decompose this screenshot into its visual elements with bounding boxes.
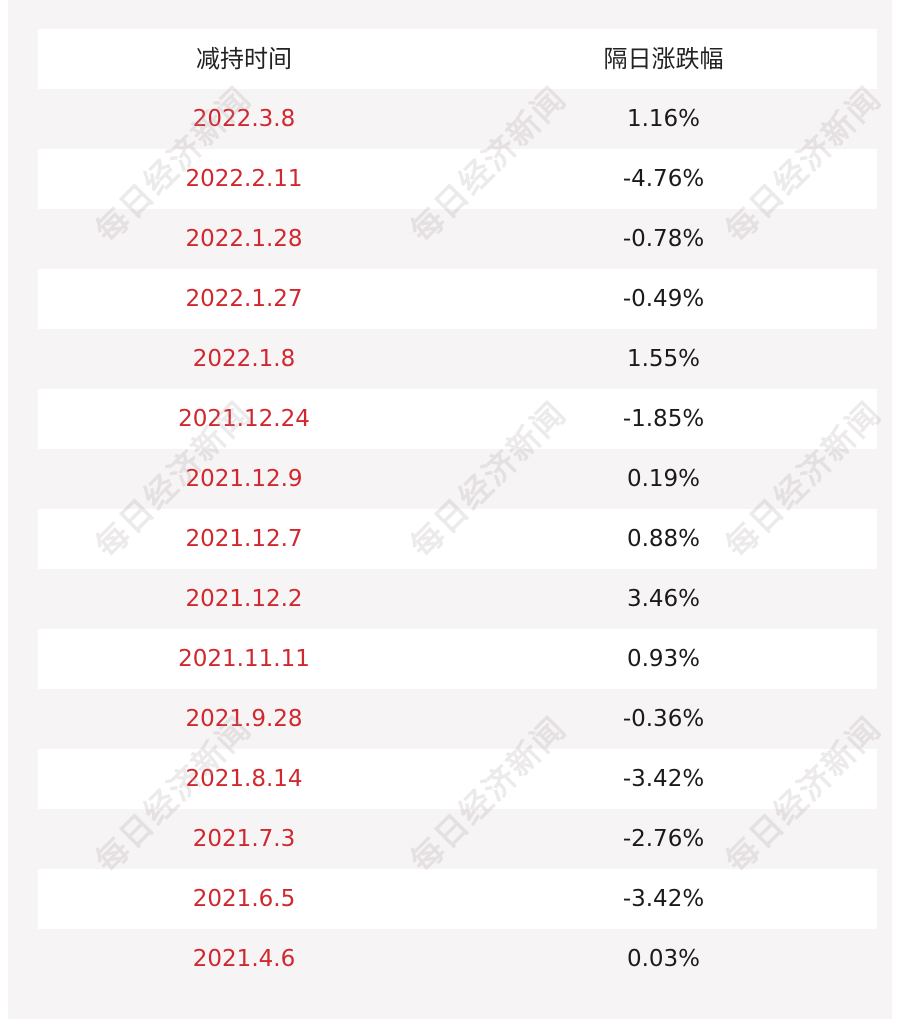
table-row: 2021.7.3 -2.76% [38, 809, 877, 869]
table-row: 2022.1.27 -0.49% [38, 269, 877, 329]
table-row: 2021.6.5 -3.42% [38, 869, 877, 929]
reduction-date-cell: 2021.8.14 [185, 766, 303, 792]
next-day-change-cell: -3.42% [622, 886, 705, 912]
next-day-change-cell: -1.85% [622, 406, 705, 432]
table-row: 2021.4.6 0.03% [38, 929, 877, 989]
next-day-change-cell: 0.88% [626, 526, 701, 552]
header-reduction-date: 减持时间 [196, 45, 292, 73]
reduction-date-cell: 2021.4.6 [192, 946, 296, 972]
next-day-change-cell: -4.76% [622, 166, 705, 192]
table-row: 2021.12.24 -1.85% [38, 389, 877, 449]
reduction-date-cell: 2021.12.7 [185, 526, 303, 552]
reduction-date-cell: 2022.1.28 [185, 226, 303, 252]
table-row: 2022.2.11 -4.76% [38, 149, 877, 209]
table-row: 2022.3.8 1.16% [38, 89, 877, 149]
table-row: 2021.12.2 3.46% [38, 569, 877, 629]
next-day-change-cell: -3.42% [622, 766, 705, 792]
next-day-change-cell: 0.93% [626, 646, 701, 672]
reduction-date-cell: 2022.1.8 [192, 346, 296, 372]
next-day-change-cell: 0.19% [626, 466, 701, 492]
reduction-date-cell: 2021.6.5 [192, 886, 296, 912]
reduction-date-cell: 2021.12.9 [185, 466, 303, 492]
reduction-date-cell: 2021.12.24 [178, 406, 310, 432]
table-row: 2021.12.7 0.88% [38, 509, 877, 569]
table-header-row: 减持时间 隔日涨跌幅 [38, 29, 877, 89]
next-day-change-cell: 0.03% [626, 946, 701, 972]
header-next-day-change: 隔日涨跌幅 [603, 45, 724, 73]
next-day-change-cell: 1.16% [626, 106, 701, 132]
next-day-change-cell: 3.46% [626, 586, 701, 612]
table-row: 2021.11.11 0.93% [38, 629, 877, 689]
table-row: 2021.8.14 -3.42% [38, 749, 877, 809]
reduction-date-cell: 2022.3.8 [192, 106, 296, 132]
next-day-change-cell: 1.55% [626, 346, 701, 372]
table-row: 2021.9.28 -0.36% [38, 689, 877, 749]
reduction-table: 减持时间 隔日涨跌幅 2022.3.8 1.16% 2022.2.11 -4.7… [38, 29, 877, 989]
reduction-date-cell: 2021.12.2 [185, 586, 303, 612]
table-row: 2021.12.9 0.19% [38, 449, 877, 509]
reduction-date-cell: 2022.1.27 [185, 286, 303, 312]
reduction-date-cell: 2021.7.3 [192, 826, 296, 852]
reduction-date-cell: 2021.9.28 [185, 706, 303, 732]
next-day-change-cell: -0.49% [622, 286, 705, 312]
next-day-change-cell: -2.76% [622, 826, 705, 852]
table-row: 2022.1.8 1.55% [38, 329, 877, 389]
next-day-change-cell: -0.78% [622, 226, 705, 252]
table-row: 2022.1.28 -0.78% [38, 209, 877, 269]
next-day-change-cell: -0.36% [622, 706, 705, 732]
reduction-date-cell: 2022.2.11 [185, 166, 303, 192]
reduction-date-cell: 2021.11.11 [178, 646, 310, 672]
